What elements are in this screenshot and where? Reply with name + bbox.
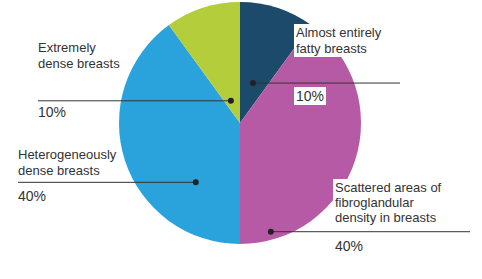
leader-dot bbox=[250, 80, 256, 86]
pie-slice bbox=[169, 2, 240, 123]
label-background bbox=[16, 187, 48, 205]
slice-label: Scattered areas offibroglandulardensity … bbox=[335, 180, 442, 225]
label-background bbox=[333, 179, 444, 226]
data-label: 10% bbox=[38, 104, 66, 120]
label-background bbox=[16, 146, 119, 179]
label-background bbox=[294, 24, 384, 57]
slice-label: Heterogeneouslydense breasts bbox=[18, 147, 117, 178]
leader-line bbox=[18, 182, 196, 183]
label-background bbox=[294, 87, 326, 105]
label-background bbox=[333, 237, 365, 255]
leader-dot bbox=[268, 229, 274, 235]
label-background bbox=[36, 103, 68, 121]
leader-lines bbox=[18, 80, 470, 235]
data-label: 40% bbox=[335, 238, 363, 254]
leader-line bbox=[253, 83, 400, 84]
label-backgrounds bbox=[16, 24, 444, 255]
labels: Almost entirelyfatty breasts 10% Scattered… bbox=[18, 25, 442, 254]
leader-line bbox=[271, 231, 470, 232]
slice-label: Extremelydense breasts bbox=[38, 40, 120, 71]
leader-dot bbox=[228, 98, 234, 104]
data-label: 40% bbox=[18, 188, 46, 204]
data-label: 10% bbox=[296, 88, 324, 104]
leader-dot bbox=[193, 179, 199, 185]
slice-label: Almost entirelyfatty breasts bbox=[296, 25, 382, 56]
leader-line bbox=[38, 100, 231, 101]
label-background bbox=[36, 39, 122, 72]
pie-chart: Almost entirelyfatty breasts 10% Scattered… bbox=[0, 0, 482, 279]
